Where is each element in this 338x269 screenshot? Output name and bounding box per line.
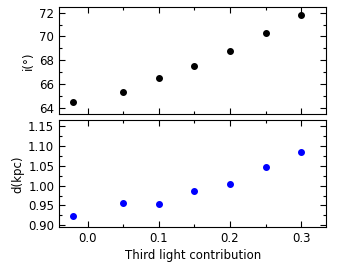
Y-axis label: i(°): i(°) <box>22 51 35 69</box>
Y-axis label: d(kpc): d(kpc) <box>11 155 24 193</box>
X-axis label: Third light contribution: Third light contribution <box>124 249 261 262</box>
